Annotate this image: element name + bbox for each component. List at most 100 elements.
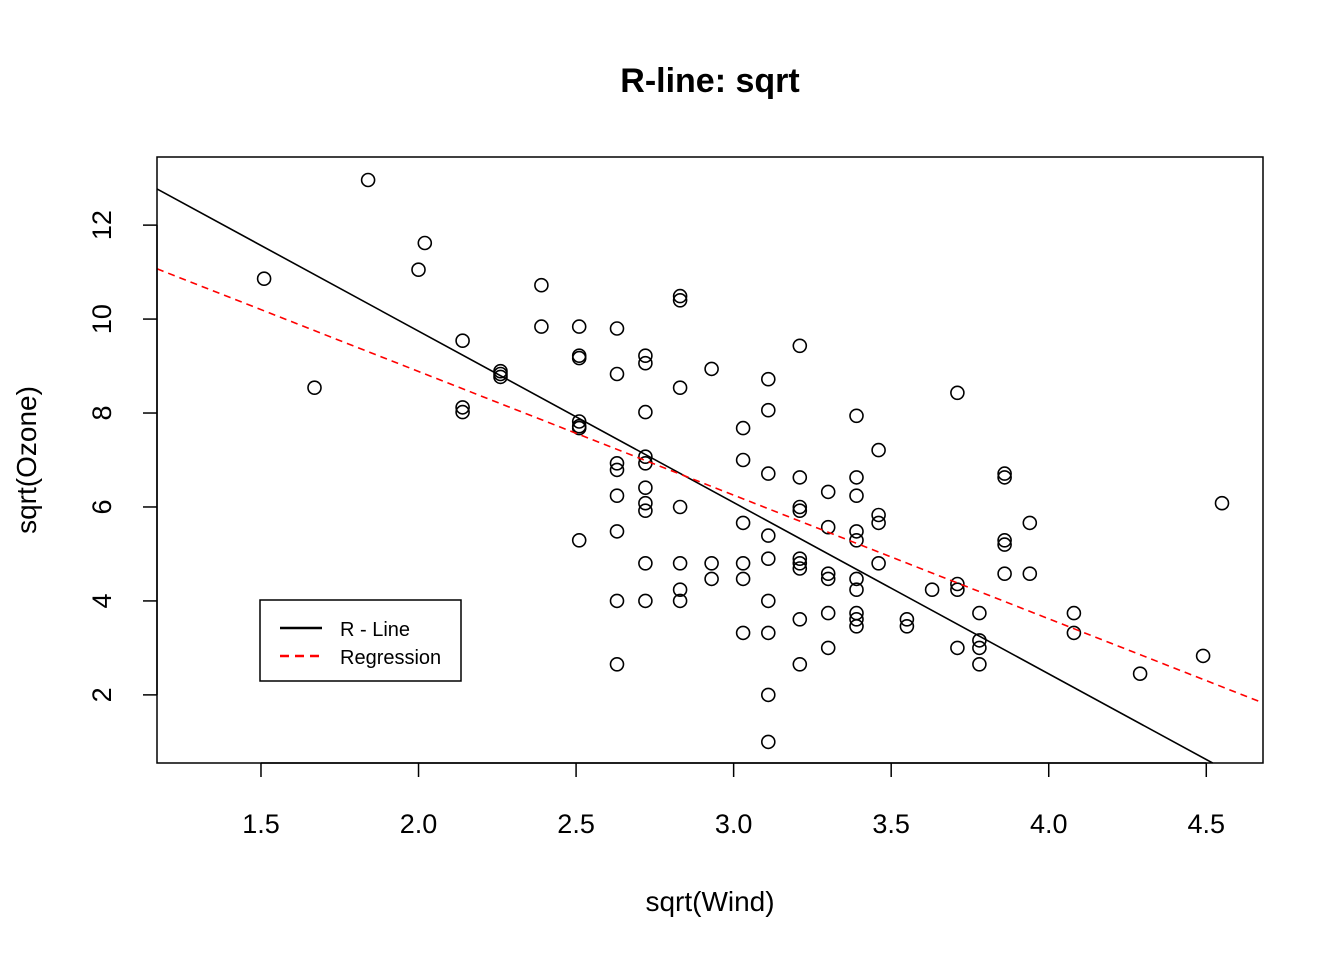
data-point — [760, 528, 776, 543]
data-point — [609, 593, 625, 609]
y-tick-label: 4 — [87, 593, 117, 608]
data-point — [899, 611, 915, 627]
x-axis-label: sqrt(Wind) — [645, 886, 774, 917]
data-point — [704, 361, 719, 377]
data-point — [849, 524, 864, 539]
plot-marks — [156, 172, 1264, 764]
data-point — [924, 582, 940, 598]
data-point — [849, 571, 864, 587]
data-point — [792, 611, 808, 627]
data-point — [899, 618, 915, 634]
data-point — [571, 532, 587, 548]
data-point — [672, 582, 688, 598]
data-point — [950, 640, 965, 656]
y-tick-label: 8 — [87, 406, 117, 421]
data-point — [704, 555, 719, 571]
data-point — [609, 488, 625, 504]
x-tick-label: 3.0 — [715, 809, 753, 839]
data-point — [972, 656, 987, 672]
legend-label-r-line: R - Line — [340, 619, 410, 641]
y-tick-label: 2 — [87, 687, 117, 702]
data-point — [735, 571, 751, 587]
data-point — [950, 385, 965, 401]
data-point — [820, 566, 836, 582]
y-tick-label: 10 — [87, 304, 117, 334]
data-point — [760, 466, 776, 481]
data-point — [792, 503, 808, 519]
data-point — [672, 555, 688, 571]
data-point — [1066, 625, 1082, 641]
data-point — [760, 551, 776, 567]
y-axis: 2 4 6 8 10 12 — [87, 210, 158, 702]
data-point — [997, 566, 1012, 582]
data-point — [871, 442, 886, 458]
data-point — [820, 519, 836, 535]
data-point — [760, 402, 776, 418]
data-point — [1214, 495, 1230, 511]
data-point — [609, 455, 625, 471]
data-point — [609, 524, 625, 539]
data-point — [417, 235, 433, 251]
data-point — [871, 507, 886, 523]
data-point — [760, 625, 776, 641]
data-point — [672, 292, 688, 308]
data-point — [609, 321, 625, 336]
data-point — [972, 605, 987, 621]
x-tick-label: 4.5 — [1188, 809, 1226, 839]
data-point — [997, 470, 1012, 485]
data-point — [638, 495, 653, 511]
data-point — [820, 640, 836, 656]
data-point — [735, 452, 751, 468]
data-point — [997, 466, 1012, 481]
data-point — [997, 532, 1012, 548]
data-point — [638, 404, 653, 420]
data-point — [735, 420, 751, 436]
data-point — [493, 369, 508, 385]
data-point — [792, 551, 808, 567]
data-point — [609, 656, 625, 672]
data-point — [704, 571, 719, 587]
data-point — [849, 408, 864, 424]
x-tick-label: 3.5 — [872, 809, 910, 839]
data-point — [307, 380, 322, 396]
data-point — [849, 470, 864, 485]
x-tick-label: 2.5 — [557, 809, 595, 839]
data-point — [571, 319, 587, 334]
data-point — [871, 555, 886, 571]
data-point — [972, 640, 987, 656]
y-axis-label: sqrt(Ozone) — [11, 386, 42, 534]
data-point — [609, 462, 625, 478]
data-point — [760, 593, 776, 609]
data-point — [672, 593, 688, 609]
data-point — [820, 605, 836, 621]
data-point — [672, 288, 688, 304]
data-point — [455, 400, 470, 415]
data-point — [1132, 666, 1148, 682]
data-point — [820, 571, 836, 587]
data-point — [871, 515, 886, 531]
data-point — [638, 593, 653, 609]
legend-label-regression: Regression — [340, 647, 441, 669]
data-point — [256, 271, 272, 287]
data-point — [571, 420, 587, 436]
y-tick-label: 6 — [87, 499, 117, 514]
data-point — [760, 734, 776, 750]
x-tick-label: 4.0 — [1030, 809, 1068, 839]
x-tick-label: 1.5 — [242, 809, 280, 839]
data-point — [638, 480, 653, 496]
data-point — [360, 172, 376, 188]
data-point — [735, 555, 751, 571]
data-point — [455, 333, 470, 349]
data-point — [997, 537, 1012, 552]
data-point — [1066, 605, 1082, 621]
data-point — [638, 449, 653, 465]
data-point — [849, 611, 864, 627]
data-point — [849, 488, 864, 504]
data-point — [672, 380, 688, 396]
data-point — [638, 503, 653, 519]
data-point — [455, 404, 470, 420]
data-point — [792, 555, 808, 571]
data-point — [760, 687, 776, 703]
data-point — [760, 371, 776, 387]
